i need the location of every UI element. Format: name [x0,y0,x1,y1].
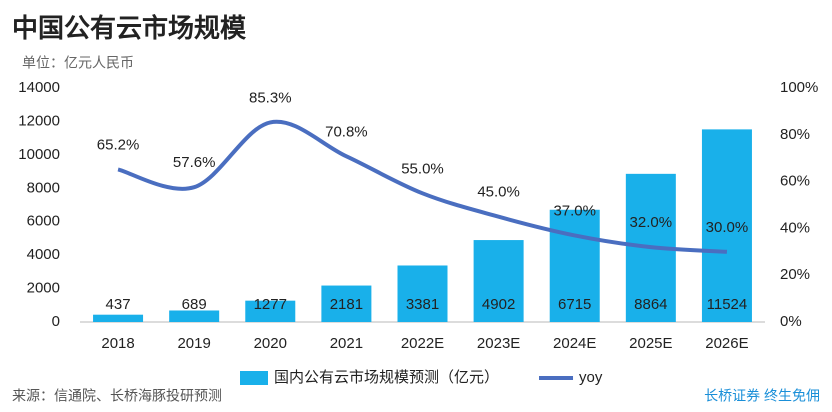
bar-value-label: 437 [106,296,131,313]
line [117,119,728,254]
y2-tick-label: 100% [780,79,818,96]
bar-value-label: 2181 [330,296,363,313]
y-tick-label: 14000 [18,79,60,96]
brand-note: 长桥证券 终生免佣 [704,388,820,404]
line-value-label: 85.3% [249,89,292,106]
line-value-label: 70.8% [325,123,368,140]
bar-value-label: 8864 [634,296,667,313]
bar-value-label: 1277 [254,296,287,313]
y2-tick-label: 20% [780,266,810,283]
x-tick-label: 2018 [101,335,134,352]
line-value-label: 57.6% [173,154,216,171]
bar-value-label: 4902 [482,296,515,313]
chart-subtitle: 单位：亿元人民币 [22,55,134,71]
bar [169,310,220,322]
bar [701,129,752,322]
legend-label: yoy [579,369,603,386]
y-tick-label: 6000 [27,213,60,230]
x-tick-label: 2022E [401,335,444,352]
legend-label: 国内公有云市场规模预测（亿元） [274,369,499,386]
y2-tick-label: 40% [780,219,810,236]
y-tick-label: 12000 [18,112,60,129]
y-tick-label: 4000 [27,246,60,263]
x-tick-label: 2023E [477,335,520,352]
line-value-label: 65.2% [97,136,140,153]
x-tick-label: 2025E [629,335,672,352]
bar [549,209,600,322]
x-tick-label: 2021 [330,335,363,352]
bar [397,265,448,322]
y-tick-label: 2000 [27,280,60,297]
legend-swatch [240,371,268,385]
line-value-label: 30.0% [706,219,749,236]
bar-value-label: 689 [182,296,207,313]
x-tick-label: 2019 [177,335,210,352]
bar [473,240,524,322]
source-note: 来源：信通院、长桥海豚投研预测 [12,388,222,404]
y2-tick-label: 80% [780,126,810,143]
bar [321,285,372,322]
line-value-label: 32.0% [630,214,673,231]
bar [245,300,296,322]
y2-tick-label: 0% [780,313,802,330]
y-tick-label: 8000 [27,179,60,196]
y2-tick-label: 60% [780,173,810,190]
bar-value-label: 11524 [707,296,748,313]
bar-value-label: 3381 [406,296,439,313]
chart-title: 中国公有云市场规模 [12,13,247,43]
line-value-label: 37.0% [553,202,596,219]
line-value-label: 45.0% [477,184,520,201]
bar [93,314,144,322]
y-tick-label: 0 [52,313,60,330]
bar-value-label: 6715 [558,296,591,313]
x-tick-label: 2026E [705,335,748,352]
x-tick-label: 2020 [254,335,287,352]
y-tick-label: 10000 [18,146,60,163]
line-value-label: 55.0% [401,160,444,177]
x-tick-label: 2024E [553,335,596,352]
